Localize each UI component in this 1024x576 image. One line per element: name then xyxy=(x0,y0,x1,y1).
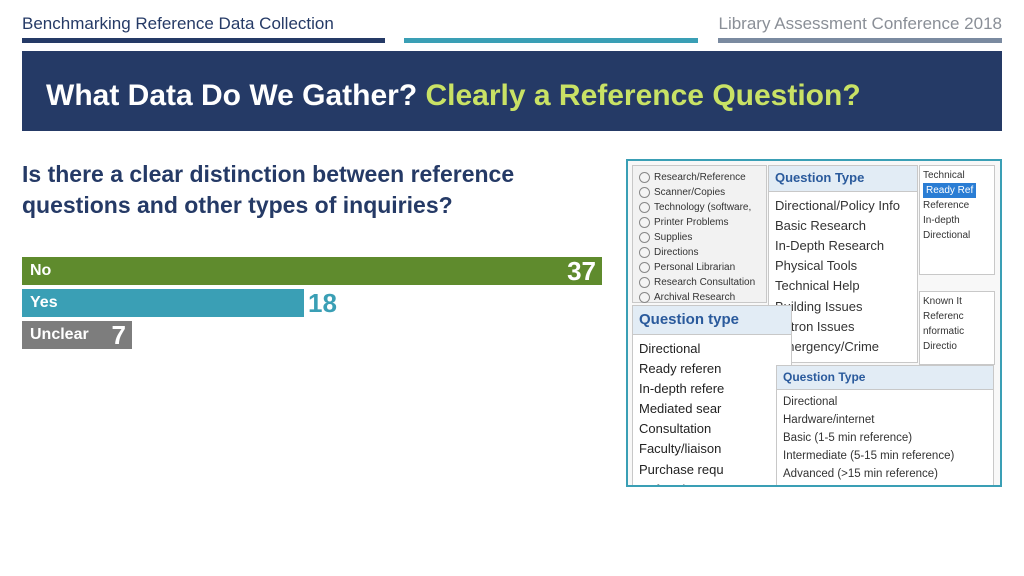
bar-row: Yes 18 xyxy=(22,289,602,317)
list-item: Technical Help xyxy=(775,276,911,296)
screenshot-collage: Research/ReferenceScanner/CopiesTechnolo… xyxy=(626,159,1002,487)
slide-header: Benchmarking Reference Data Collection L… xyxy=(0,0,1024,38)
list-item: Directional/Policy Info xyxy=(775,196,911,216)
list-item: Basic (1-5 min reference) xyxy=(783,430,987,448)
list-item: Emergency/Crime xyxy=(775,337,911,357)
header-left: Benchmarking Reference Data Collection xyxy=(22,14,334,34)
title-banner: What Data Do We Gather? Clearly a Refere… xyxy=(22,51,1002,131)
title-part-2: Clearly a Reference Question? xyxy=(425,79,860,112)
list-item: Advanced (>15 min reference) xyxy=(783,466,987,484)
bar-label: Yes xyxy=(30,294,58,312)
bar-label: No xyxy=(30,262,51,280)
list-item: Physical Tools xyxy=(775,256,911,276)
list-item: Hardware/internet xyxy=(783,412,987,430)
list-item: Directio xyxy=(923,339,991,354)
panel-side-list-bottom: Known ItReferencnformaticDirectio xyxy=(919,291,995,365)
list-item: In-depth xyxy=(923,213,991,228)
list-item: Directions xyxy=(639,245,760,260)
header-right: Library Assessment Conference 2018 xyxy=(719,14,1003,34)
bar-label: Unclear xyxy=(30,326,89,344)
list-item: Reference xyxy=(923,198,991,213)
list-item: Personal Librarian xyxy=(639,260,760,275)
list-item: Directional xyxy=(783,394,987,412)
list-item: Research/Reference xyxy=(639,170,760,185)
bar-value: 37 xyxy=(567,257,602,285)
list-item: Scanner/Copies xyxy=(639,185,760,200)
panel-question-type-2: Question type DirectionalReady referenIn… xyxy=(632,305,792,487)
list-item: Basic Research xyxy=(775,216,911,236)
list-item: In-Depth Research xyxy=(775,236,911,256)
list-item: Supplies xyxy=(639,230,760,245)
list-item: Patron Issues xyxy=(775,317,911,337)
bar-value: 18 xyxy=(302,289,343,317)
list-item: In-depth refere xyxy=(639,379,785,399)
list-item: Building Issues xyxy=(775,297,911,317)
list-item: Purchase requ xyxy=(639,460,785,480)
list-item: Archival Research xyxy=(639,290,760,305)
panel-d-header: Question type xyxy=(633,306,791,335)
list-item: Technical xyxy=(923,168,991,183)
title-part-1: What Data Do We Gather? xyxy=(46,79,425,112)
list-item: Intermediate (5-15 min reference) xyxy=(783,448,987,466)
list-item: Mediated sear xyxy=(639,399,785,419)
panel-question-type-3: Question Type DirectionalHardware/intern… xyxy=(776,365,994,487)
list-item: Directional xyxy=(639,339,785,359)
list-item: Directional xyxy=(923,228,991,243)
list-item: Research Consultation xyxy=(639,275,760,290)
panel-side-list-top: TechnicalReady RefReferenceIn-depthDirec… xyxy=(919,165,995,275)
list-item: nformatic xyxy=(923,324,991,339)
bar-value: 7 xyxy=(112,321,132,349)
header-rule xyxy=(22,38,1002,43)
list-item: Referenc xyxy=(923,309,991,324)
title-text: What Data Do We Gather? Clearly a Refere… xyxy=(46,79,978,113)
panel-b-header: Question Type xyxy=(769,166,917,192)
list-item: Faculty/liaison xyxy=(639,439,785,459)
list-item: Comprehensive (ongoing reference) xyxy=(783,483,987,487)
list-item: Consultation xyxy=(639,419,785,439)
bar: No 37 xyxy=(22,257,602,285)
panel-e-header: Question Type xyxy=(777,366,993,390)
bar: Yes xyxy=(22,289,304,317)
bar: Unclear 7 xyxy=(22,321,132,349)
list-item: Technology (software, xyxy=(639,200,760,215)
list-item: Known It xyxy=(923,294,991,309)
panel-radio-list: Research/ReferenceScanner/CopiesTechnolo… xyxy=(632,165,767,303)
bar-chart: No 37 Yes 18 Unclear 7 xyxy=(22,257,602,349)
list-item: Referral* xyxy=(639,480,785,487)
list-item: Ready Ref xyxy=(923,183,991,198)
bar-row: No 37 xyxy=(22,257,602,285)
bar-row: Unclear 7 xyxy=(22,321,602,349)
list-item: Printer Problems xyxy=(639,215,760,230)
question-text: Is there a clear distinction between ref… xyxy=(22,159,602,221)
list-item: Ready referen xyxy=(639,359,785,379)
